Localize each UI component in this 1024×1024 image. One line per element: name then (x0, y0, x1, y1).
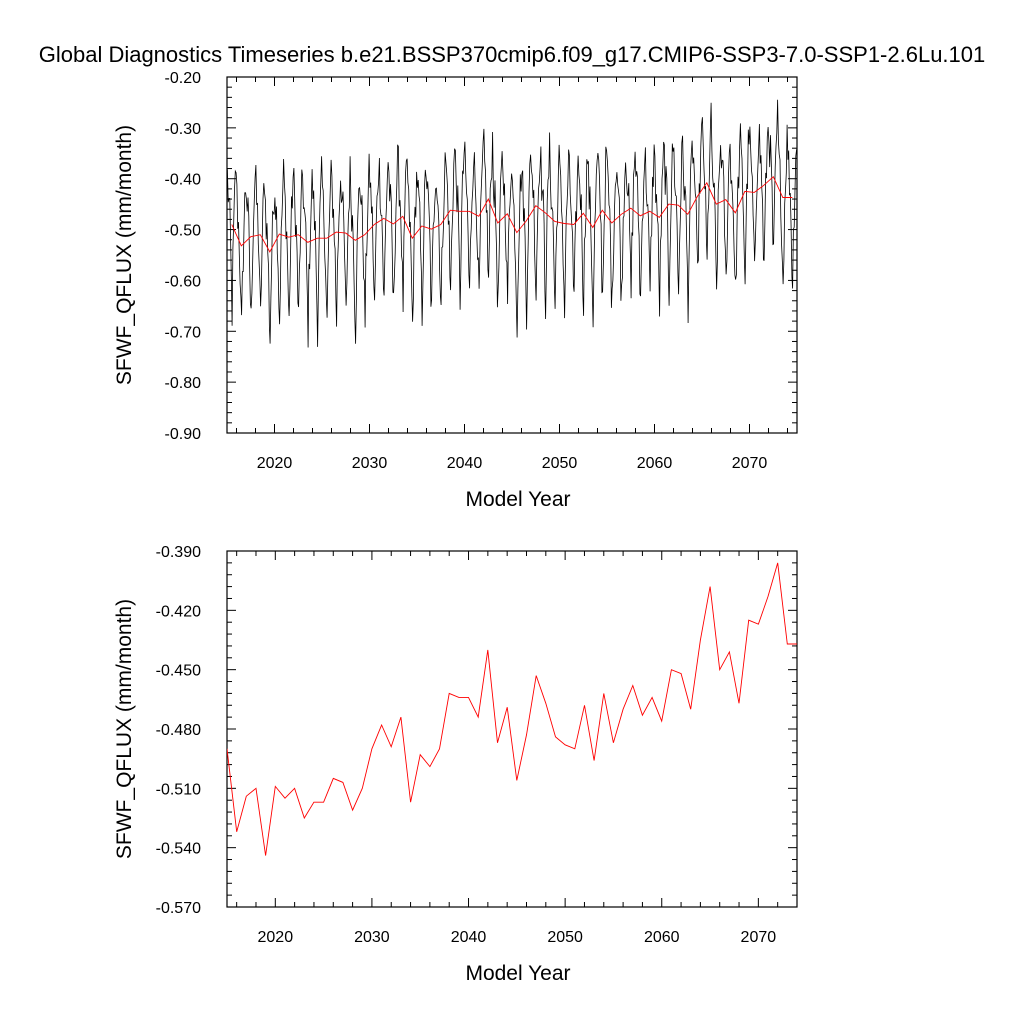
y-tick-label: -0.40 (165, 172, 202, 189)
x-axis-title: Model Year (465, 962, 570, 985)
y-axis-title: SFWF_QFLUX (mm/month) (113, 125, 136, 385)
annual-series-line (231, 175, 793, 253)
y-tick-label: -0.70 (165, 324, 202, 341)
y-tick-label: -0.480 (156, 722, 201, 739)
y-tick-label: -0.570 (156, 900, 201, 917)
monthly-series-line (227, 99, 797, 348)
y-axis-title: SFWF_QFLUX (mm/month) (113, 599, 136, 859)
y-tick-label: -0.20 (165, 70, 202, 87)
x-tick-label: 2070 (741, 929, 777, 946)
page-title: Global Diagnostics Timeseries b.e21.BSSP… (38, 42, 986, 67)
x-tick-label: 2020 (258, 929, 294, 946)
plot-frame (226, 550, 798, 908)
x-tick-label: 2060 (637, 455, 673, 472)
series-group (227, 99, 797, 348)
x-tick-label: 2030 (354, 929, 390, 946)
top-panel: 2020 2030 2040 2050 2060 2070 -0.20 -0.30 -0.40 -… (113, 70, 798, 511)
x-tick-label: 2060 (644, 929, 680, 946)
y-tick-label: -0.90 (165, 426, 202, 443)
x-axis-title: Model Year (465, 488, 570, 511)
x-tick-label: 2030 (352, 455, 388, 472)
x-tick-label: 2070 (732, 455, 768, 472)
y-tick-label: -0.80 (165, 375, 202, 392)
y-tick-label: -0.510 (156, 781, 201, 798)
x-tick-label: 2050 (547, 929, 583, 946)
y-tick-label: -0.50 (165, 223, 202, 240)
annual-series-line (227, 562, 797, 856)
x-tick-label: 2050 (542, 455, 578, 472)
y-tick-label: -0.540 (156, 841, 201, 858)
bottom-panel: 2020 2030 2040 2050 2060 2070 -0.390 -0.420 -0.4… (113, 544, 798, 985)
y-tick-label: -0.420 (156, 603, 201, 620)
plot-frame (226, 76, 798, 434)
y-tick-label: -0.390 (156, 544, 201, 561)
x-tick-label: 2040 (447, 455, 483, 472)
series-group (227, 562, 797, 856)
y-tick-label: -0.30 (165, 121, 202, 138)
y-tick-label: -0.60 (165, 273, 202, 290)
y-tick-label: -0.450 (156, 663, 201, 680)
x-tick-label: 2040 (451, 929, 487, 946)
x-tick-label: 2020 (257, 455, 293, 472)
